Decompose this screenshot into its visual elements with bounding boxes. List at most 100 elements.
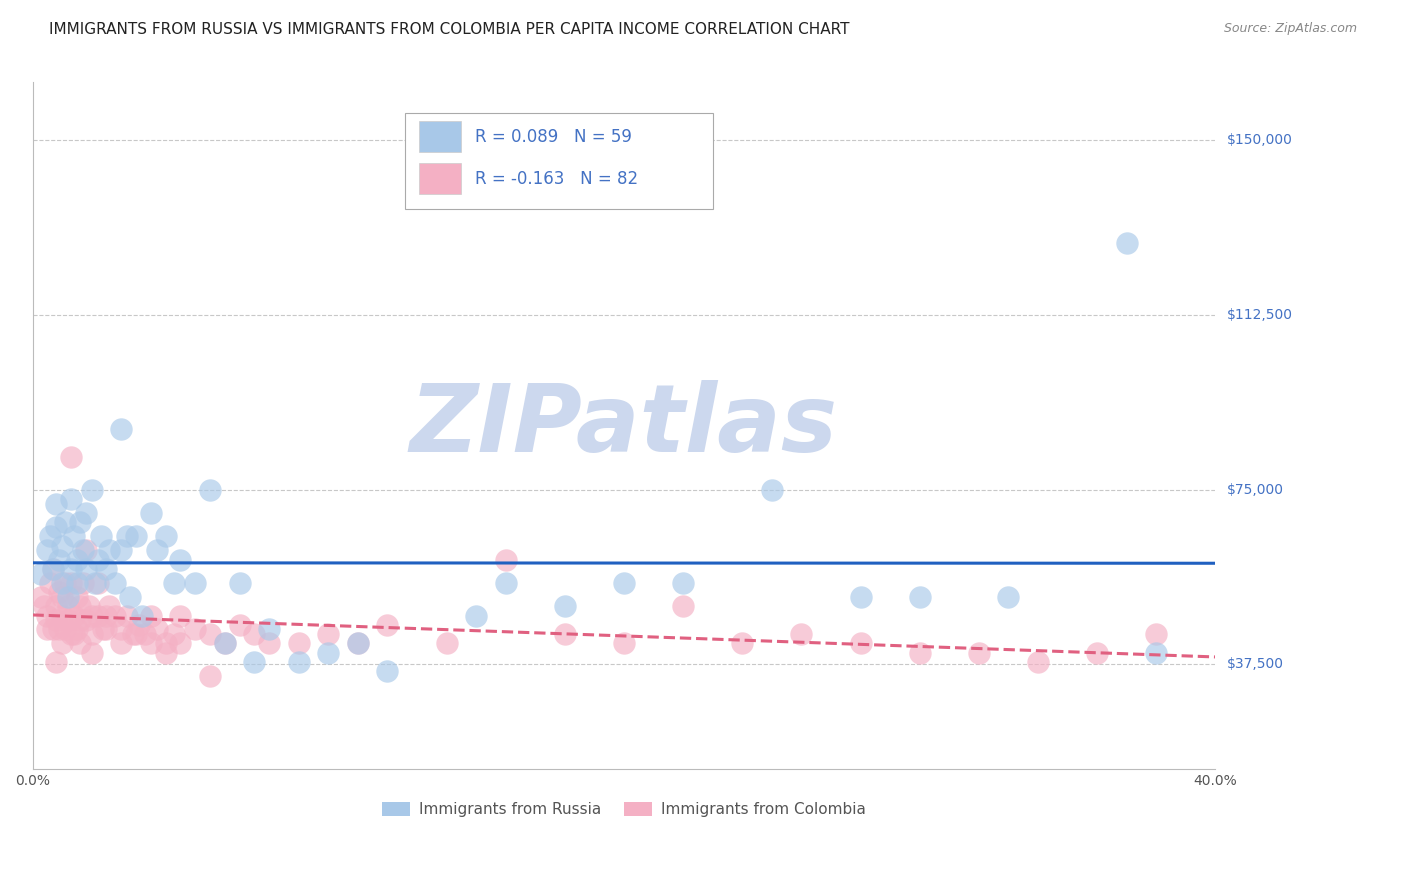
Point <box>42 562 65 576</box>
Point <box>66 590 89 604</box>
Point <box>42 623 65 637</box>
Point <box>849 636 872 650</box>
Point <box>93 623 115 637</box>
Point <box>66 575 89 590</box>
Bar <box>419 121 461 152</box>
Text: R = 0.089   N = 59: R = 0.089 N = 59 <box>475 128 631 145</box>
Point <box>243 627 266 641</box>
Point <box>66 552 89 566</box>
Point <box>287 636 309 650</box>
Point <box>198 627 221 641</box>
Point <box>34 599 56 614</box>
Point <box>80 646 103 660</box>
Point <box>155 646 177 660</box>
Point <box>145 543 167 558</box>
Point <box>77 599 100 614</box>
Point <box>761 483 783 497</box>
Point <box>69 516 91 530</box>
Point <box>104 575 127 590</box>
Point <box>86 608 108 623</box>
Point <box>125 627 148 641</box>
Point <box>613 575 636 590</box>
Point <box>115 529 138 543</box>
Point <box>287 655 309 669</box>
Point <box>257 623 280 637</box>
Point <box>1085 646 1108 660</box>
Point <box>139 636 162 650</box>
Point <box>169 608 191 623</box>
Point <box>96 608 118 623</box>
Point <box>51 575 73 590</box>
Point <box>75 506 97 520</box>
Point <box>75 562 97 576</box>
Point <box>56 599 79 614</box>
Point <box>163 575 186 590</box>
Legend: Immigrants from Russia, Immigrants from Colombia: Immigrants from Russia, Immigrants from … <box>377 797 872 823</box>
Text: ZIPatlas: ZIPatlas <box>411 380 838 472</box>
Point <box>45 497 67 511</box>
Point <box>37 608 59 623</box>
Point <box>59 575 82 590</box>
Point <box>228 617 250 632</box>
Point <box>436 636 458 650</box>
Point <box>131 608 153 623</box>
Point <box>790 627 813 641</box>
Point <box>86 575 108 590</box>
Point <box>128 617 150 632</box>
Point <box>908 590 931 604</box>
Point <box>139 506 162 520</box>
Point <box>89 529 111 543</box>
Point <box>169 636 191 650</box>
Point <box>72 543 94 558</box>
Point <box>45 599 67 614</box>
Point <box>30 566 52 581</box>
Point <box>98 599 121 614</box>
Text: IMMIGRANTS FROM RUSSIA VS IMMIGRANTS FROM COLOMBIA PER CAPITA INCOME CORRELATION: IMMIGRANTS FROM RUSSIA VS IMMIGRANTS FRO… <box>49 22 849 37</box>
Text: R = -0.163   N = 82: R = -0.163 N = 82 <box>475 169 638 188</box>
Point <box>377 665 399 679</box>
Point <box>63 529 86 543</box>
Point <box>377 617 399 632</box>
Point <box>228 575 250 590</box>
Point <box>110 623 132 637</box>
Text: $150,000: $150,000 <box>1226 133 1292 147</box>
Point <box>169 552 191 566</box>
Point <box>672 575 695 590</box>
Point <box>184 575 207 590</box>
Point <box>83 575 105 590</box>
Point <box>72 575 94 590</box>
Point <box>316 627 339 641</box>
Point <box>51 608 73 623</box>
Point <box>198 669 221 683</box>
Point <box>63 627 86 641</box>
Point <box>48 623 70 637</box>
Point <box>59 627 82 641</box>
Point <box>110 422 132 436</box>
Point <box>42 562 65 576</box>
Point <box>45 520 67 534</box>
Point <box>1115 235 1137 250</box>
Point <box>53 516 76 530</box>
Point <box>80 483 103 497</box>
Text: Source: ZipAtlas.com: Source: ZipAtlas.com <box>1223 22 1357 36</box>
Point <box>37 623 59 637</box>
Point <box>257 636 280 650</box>
Point <box>110 543 132 558</box>
Point <box>59 491 82 506</box>
Point <box>967 646 990 660</box>
Point <box>849 590 872 604</box>
Point <box>465 608 488 623</box>
Point <box>96 562 118 576</box>
Point <box>997 590 1019 604</box>
Point <box>63 608 86 623</box>
Point <box>45 613 67 627</box>
Point <box>39 575 62 590</box>
Point <box>53 623 76 637</box>
Point <box>731 636 754 650</box>
Point <box>104 608 127 623</box>
Point <box>59 562 82 576</box>
Point <box>69 613 91 627</box>
Point <box>56 590 79 604</box>
Point <box>908 646 931 660</box>
Point <box>243 655 266 669</box>
